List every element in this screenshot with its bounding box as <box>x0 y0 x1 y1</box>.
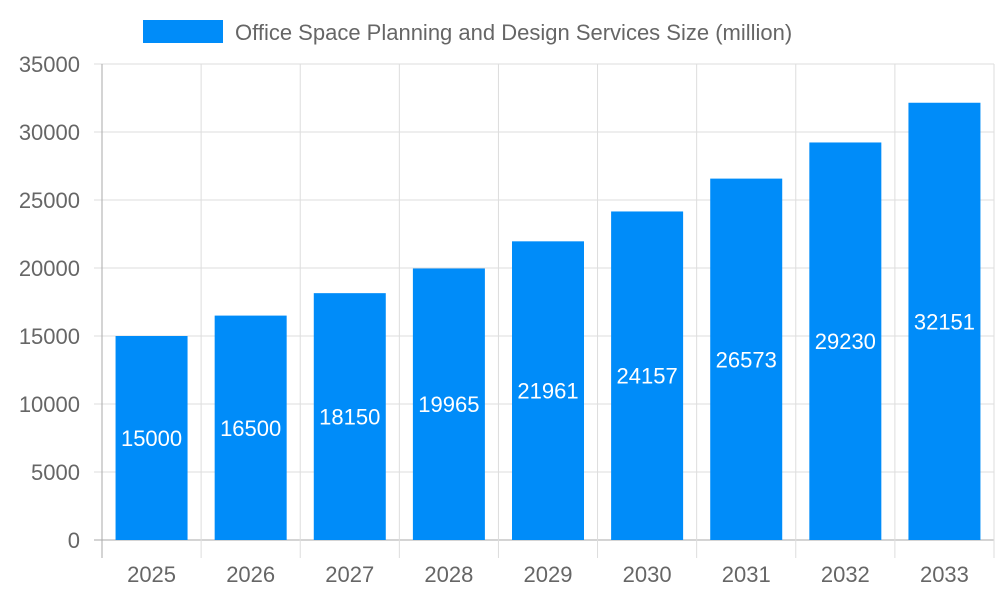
bar <box>115 336 188 540</box>
bar <box>214 315 287 540</box>
data-label: 32151 <box>914 309 975 334</box>
axes: 0 5000 10000 15000 20000 25000 30000 35000 2025 2… <box>19 52 969 587</box>
bar <box>611 211 684 541</box>
x-tick-label: 2032 <box>821 562 870 587</box>
y-tick-label: 10000 <box>19 392 80 417</box>
x-tick-label: 2025 <box>127 562 176 587</box>
y-tick-label: 25000 <box>19 188 80 213</box>
data-label: 15000 <box>121 426 182 451</box>
data-label: 18150 <box>319 405 380 430</box>
data-label: 26573 <box>716 347 777 372</box>
y-tick-label: 35000 <box>19 52 80 77</box>
legend-swatch <box>143 20 223 43</box>
data-label: 24157 <box>617 364 678 389</box>
y-tick-label: 15000 <box>19 324 80 349</box>
data-label: 19965 <box>418 392 479 417</box>
bars: 15000 16500 18150 19965 21961 24157 26573 29230… <box>115 102 981 541</box>
x-tick-label: 2029 <box>524 562 573 587</box>
data-label: 16500 <box>220 416 281 441</box>
bar <box>512 241 584 541</box>
bar <box>412 268 485 540</box>
y-tick-label: 30000 <box>19 120 80 145</box>
legend-label: Office Space Planning and Design Service… <box>235 20 792 45</box>
legend: Office Space Planning and Design Service… <box>143 20 792 45</box>
x-tick-label: 2028 <box>424 562 473 587</box>
x-tick-label: 2031 <box>722 562 771 587</box>
bar <box>710 178 783 541</box>
bar <box>313 293 386 540</box>
bar <box>809 142 882 541</box>
x-tick-label: 2033 <box>920 562 969 587</box>
data-label: 21961 <box>517 379 578 404</box>
x-tick-label: 2027 <box>325 562 374 587</box>
x-tick-label: 2030 <box>623 562 672 587</box>
bar <box>908 102 981 540</box>
y-tick-label: 20000 <box>19 256 80 281</box>
y-tick-label: 5000 <box>31 460 80 485</box>
data-label: 29230 <box>815 329 876 354</box>
x-tick-label: 2026 <box>226 562 275 587</box>
y-tick-label: 0 <box>68 528 80 553</box>
